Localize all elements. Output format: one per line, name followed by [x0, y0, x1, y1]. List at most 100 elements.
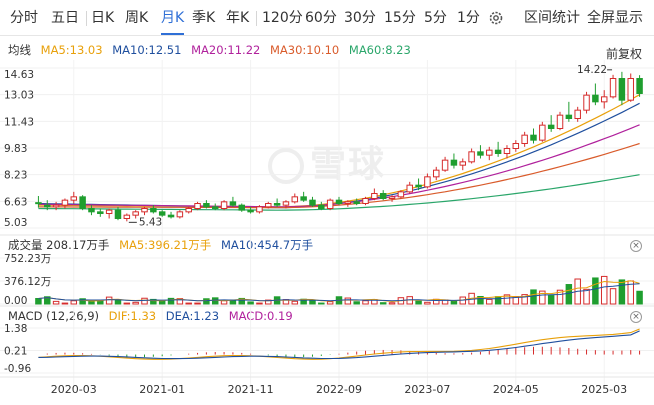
candle-body — [503, 148, 511, 154]
tab-separator — [256, 11, 257, 26]
candle-body — [265, 203, 272, 208]
macd-tick-label: 1.38 — [4, 323, 27, 335]
tab-fenshi[interactable]: 分时 — [10, 10, 38, 26]
volume-bar — [291, 300, 299, 305]
volume-bar — [592, 277, 599, 305]
tab-5min[interactable]: 5分 — [424, 10, 447, 26]
candle-body — [450, 159, 458, 166]
candle-body — [247, 209, 254, 213]
candle-body — [309, 199, 316, 206]
ma5-value: MA5:13.03 — [40, 43, 103, 57]
ma10-value: MA10:12.51 — [112, 43, 182, 57]
candle-body — [105, 209, 113, 215]
volume-bar — [158, 300, 166, 305]
volume-bar — [636, 290, 643, 305]
tab-120min[interactable]: 120分 — [262, 10, 303, 26]
candle-body — [468, 151, 475, 163]
ma30-value: MA30:10.10 — [270, 43, 340, 57]
price-tick-label: 11.43 — [4, 116, 34, 128]
candle-body — [123, 214, 131, 220]
tab-30min[interactable]: 30分 — [344, 10, 376, 26]
volume-bar — [309, 299, 316, 305]
candle-body — [565, 114, 573, 119]
time-tick-label: 2021-11 — [228, 383, 274, 396]
candle-body — [44, 204, 51, 208]
candle-body — [291, 196, 299, 203]
volume-bar — [547, 295, 555, 305]
candle-body — [512, 143, 520, 149]
time-tick-label: 2022-09 — [316, 383, 362, 396]
candle-body — [229, 201, 237, 206]
candle-body — [318, 204, 325, 210]
tab-quarter-k[interactable]: 季K — [192, 10, 216, 26]
tab-week-k[interactable]: 周K — [125, 10, 149, 26]
adjust-mode-dropdown[interactable]: 前复权 — [605, 47, 642, 61]
ma-legend: 均线 MA5:13.03 MA10:12.51 MA20:11.22 MA30:… — [8, 43, 417, 57]
candle-body — [326, 199, 334, 210]
candle-body — [574, 109, 581, 119]
tab-month-k[interactable]: 月K — [161, 10, 185, 35]
tab-five-day[interactable]: 五日 — [51, 10, 79, 26]
price-tick-label: 9.83 — [4, 143, 27, 155]
candle-body — [521, 134, 528, 145]
candle-body — [600, 96, 608, 103]
vol-ma10-value: MA10:454.7万手 — [220, 238, 314, 252]
volume-bar — [44, 296, 51, 305]
gear-icon[interactable] — [488, 10, 504, 26]
volume-legend-label: 成交量 208.17万手 — [8, 238, 110, 252]
macd-tick-label: 0.21 — [4, 346, 27, 358]
volume-bar — [185, 302, 192, 305]
volume-bar — [150, 298, 157, 305]
volume-bar — [105, 296, 113, 305]
volume-tick-label: 0.00 — [4, 295, 27, 307]
candle-body — [362, 198, 369, 204]
volume-bar — [141, 297, 148, 305]
candle-body — [35, 202, 42, 205]
candle-body — [176, 211, 184, 218]
volume-bar — [61, 302, 69, 305]
close-icon[interactable]: × — [630, 240, 642, 252]
candle-body — [371, 193, 378, 199]
candle-body — [592, 94, 599, 103]
high-annotation: 14.22 — [577, 64, 607, 76]
macd-legend: MACD (12,26,9) DIF:1.33 DEA:1.23 MACD:0.… — [8, 309, 299, 323]
volume-bar — [424, 301, 431, 305]
candle-body — [556, 114, 564, 129]
tab-year-k[interactable]: 年K — [226, 10, 250, 26]
volume-bar — [52, 300, 60, 305]
volume-bar — [167, 297, 175, 305]
fullscreen-button[interactable]: 全屏显示 — [587, 10, 643, 26]
volume-bar — [530, 289, 537, 305]
time-tick-label: 2024-05 — [493, 383, 539, 396]
volume-bar — [477, 295, 484, 305]
volume-bar — [609, 288, 617, 305]
interval-stats-button[interactable]: 区间统计 — [524, 10, 580, 26]
price-tick-label: 14.63 — [4, 69, 34, 81]
candle-body — [238, 204, 245, 211]
candle-body — [539, 124, 546, 141]
dif-value: DIF:1.33 — [108, 309, 157, 323]
volume-ma10-line — [38, 283, 640, 302]
candle-body — [441, 159, 449, 171]
tab-separator — [86, 11, 87, 26]
time-tick-label: 2025-03 — [581, 383, 627, 396]
watermark-icon — [268, 148, 304, 184]
volume-bar — [539, 290, 546, 305]
tab-60min[interactable]: 60分 — [305, 10, 337, 26]
volume-bar — [265, 299, 272, 305]
time-tick-label: 2021-01 — [139, 383, 185, 396]
tab-1min[interactable]: 1分 — [457, 10, 480, 26]
volume-bar — [194, 302, 201, 305]
volume-bar — [618, 279, 626, 305]
candle-body — [397, 191, 405, 198]
close-icon[interactable]: × — [630, 311, 642, 323]
tab-day-k[interactable]: 日K — [91, 10, 115, 26]
candle-body — [167, 214, 175, 218]
candle-body — [79, 196, 86, 209]
macd-tick-label: -0.96 — [4, 363, 31, 375]
candle-body — [273, 203, 281, 206]
tab-15min[interactable]: 15分 — [384, 10, 416, 26]
candle-body — [547, 124, 555, 129]
candle-body — [344, 201, 352, 204]
candle-body — [609, 78, 617, 98]
